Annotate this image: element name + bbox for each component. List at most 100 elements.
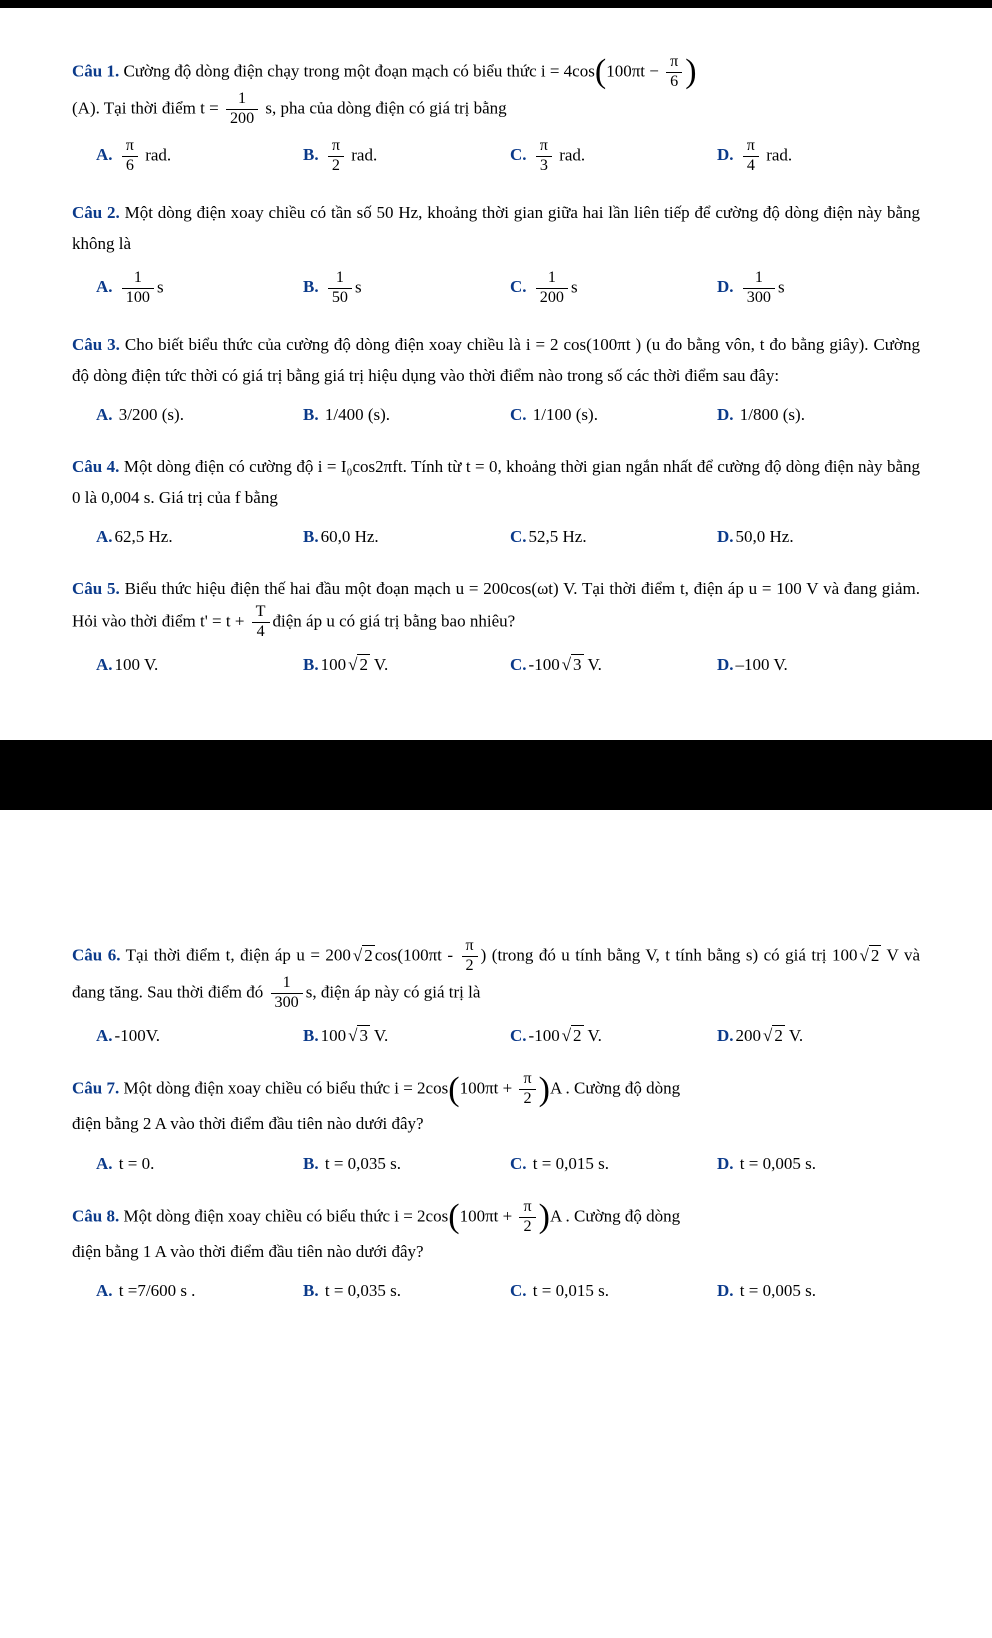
q5-opt-A: A.100 V.: [92, 647, 299, 682]
left-paren-icon: (: [595, 53, 606, 90]
q6-p1-mid: cos(100πt -: [375, 946, 459, 965]
sqrt-icon: 2: [351, 946, 375, 965]
sqrt-icon: 2: [346, 655, 370, 674]
q7-text-before: Một dòng điện xoay chiều có biểu thức i …: [119, 1079, 448, 1098]
q7-opt-B: B. t = 0,035 s.: [299, 1146, 506, 1181]
question-2: Câu 2. Một dòng điện xoay chiều có tần s…: [72, 197, 920, 260]
q7-opt-A: A. t = 0.: [92, 1146, 299, 1181]
q6-p1-after: ) (trong đó u tính bằng V, t tính bằng s…: [481, 946, 780, 965]
q2-text: Một dòng điện xoay chiều có tần số 50 Hz…: [72, 203, 920, 253]
q2-opt-D: D. 1300s: [713, 266, 920, 311]
q4-options: A.62,5 Hz. B.60,0 Hz. C.52,5 Hz. D.50,0 …: [92, 519, 920, 554]
q5-opt-B: B.1002 V.: [299, 647, 506, 682]
q3-options: A. 3/200 (s). B. 1/400 (s). C. 1/100 (s)…: [92, 397, 920, 432]
q5-text-after: điện áp u có giá trị bằng bao nhiêu?: [273, 611, 516, 630]
q1-opt-A: A. π6 rad.: [92, 134, 299, 179]
question-4: Câu 4. Một dòng điện có cường độ i = I₀c…: [72, 451, 920, 514]
q8-text-after: A . Cường độ dòng: [550, 1206, 680, 1225]
q3-opt-C: C. 1/100 (s).: [506, 397, 713, 432]
q7-opt-C: C. t = 0,015 s.: [506, 1146, 713, 1181]
q6-p2-before: giá trị 100: [785, 946, 857, 965]
left-paren-icon: (: [448, 1198, 459, 1235]
q7-label: Câu 7.: [72, 1079, 119, 1098]
right-paren-icon: ): [539, 1198, 550, 1235]
sqrt-icon: 2: [560, 1026, 584, 1045]
q6-options: A.-100V. B.1003 V. C.-1002 V. D.2002 V.: [92, 1018, 920, 1053]
q1-opt-B: B. π2 rad.: [299, 134, 506, 179]
q1-arg-left: 100πt −: [606, 61, 663, 80]
q7-arg-frac: π2: [519, 1071, 535, 1108]
left-paren-icon: (: [448, 1071, 459, 1108]
page-gap-black-bar: [0, 740, 992, 810]
q1-line2-before: (A). Tại thời điểm t =: [72, 98, 223, 117]
q1-text-before: Cường độ dòng điện chạy trong một đoạn m…: [119, 61, 595, 80]
q6-label: Câu 6.: [72, 946, 120, 965]
sqrt-icon: 2: [858, 946, 882, 965]
q7-arg-left: 100πt +: [460, 1079, 517, 1098]
q7-options: A. t = 0. B. t = 0,035 s. C. t = 0,015 s…: [92, 1146, 920, 1181]
q6-p2-frac: 1300: [271, 975, 303, 1012]
q2-opt-C: C. 1200s: [506, 266, 713, 311]
right-paren-icon: ): [685, 53, 696, 90]
q6-opt-C: C.-1002 V.: [506, 1018, 713, 1053]
q7-opt-D: D. t = 0,005 s.: [713, 1146, 920, 1181]
q5-opt-C: C.-1003 V.: [506, 647, 713, 682]
q8-line2: điện bằng 1 A vào thời điểm đầu tiên nào…: [72, 1242, 424, 1261]
sqrt-icon: 2: [761, 1026, 785, 1045]
q7-text-after: A . Cường độ dòng: [550, 1079, 680, 1098]
q5-label: Câu 5.: [72, 579, 120, 598]
q2-label: Câu 2.: [72, 203, 120, 222]
q6-opt-D: D.2002 V.: [713, 1018, 920, 1053]
q5-mid-frac: T4: [252, 604, 270, 641]
q8-opt-C: C. t = 0,015 s.: [506, 1273, 713, 1308]
q2-opt-B: B. 150s: [299, 266, 506, 311]
q5-options: A.100 V. B.1002 V. C.-1003 V. D.–100 V.: [92, 647, 920, 682]
q6-opt-A: A.-100V.: [92, 1018, 299, 1053]
question-1: Câu 1. Cường độ dòng điện chạy trong một…: [72, 54, 920, 128]
question-7: Câu 7. Một dòng điện xoay chiều có biểu …: [72, 1071, 920, 1139]
q6-p2-after: s, điện áp này có giá trị là: [306, 982, 481, 1001]
q1-opt-C: C. π3 rad.: [506, 134, 713, 179]
q8-arg-frac: π2: [519, 1199, 535, 1236]
q2-opt-A: A. 1100s: [92, 266, 299, 311]
q1-label: Câu 1.: [72, 61, 119, 80]
q1-opt-D: D. π4 rad.: [713, 134, 920, 179]
q5-opt-D: D.–100 V.: [713, 647, 920, 682]
q1-line2-frac: 1200: [226, 91, 258, 128]
question-8: Câu 8. Một dòng điện xoay chiều có biểu …: [72, 1199, 920, 1267]
q4-label: Câu 4.: [72, 457, 119, 476]
q8-options: A. t =7/600 s . B. t = 0,035 s. C. t = 0…: [92, 1273, 920, 1308]
question-6: Câu 6. Tại thời điểm t, điện áp u = 2002…: [72, 938, 920, 1012]
q8-opt-A: A. t =7/600 s .: [92, 1273, 299, 1308]
q3-opt-D: D. 1/800 (s).: [713, 397, 920, 432]
q1-arg-frac: π6: [666, 54, 682, 91]
question-3: Câu 3. Cho biết biểu thức của cường độ d…: [72, 329, 920, 392]
q1-options: A. π6 rad. B. π2 rad. C. π3 rad. D. π4 r…: [92, 134, 920, 179]
top-black-bar: [0, 0, 992, 8]
q4-text: Một dòng điện có cường độ i = I₀cos2πft.…: [72, 457, 920, 507]
q8-opt-D: D. t = 0,005 s.: [713, 1273, 920, 1308]
q4-opt-C: C.52,5 Hz.: [506, 519, 713, 554]
right-paren-icon: ): [539, 1071, 550, 1108]
page-2: Câu 6. Tại thời điểm t, điện áp u = 2002…: [0, 810, 992, 1366]
q8-opt-B: B. t = 0,035 s.: [299, 1273, 506, 1308]
q3-opt-B: B. 1/400 (s).: [299, 397, 506, 432]
q7-line2: điện bằng 2 A vào thời điểm đầu tiên nào…: [72, 1114, 424, 1133]
q3-opt-A: A. 3/200 (s).: [92, 397, 299, 432]
q6-p1-before: Tại thời điểm t, điện áp u = 200: [120, 946, 350, 965]
sqrt-icon: 3: [560, 655, 584, 674]
q2-options: A. 1100s B. 150s C. 1200s D. 1300s: [92, 266, 920, 311]
q4-opt-B: B.60,0 Hz.: [299, 519, 506, 554]
question-5: Câu 5. Biểu thức hiệu điện thế hai đầu m…: [72, 573, 920, 641]
q8-label: Câu 8.: [72, 1206, 119, 1225]
q4-opt-D: D.50,0 Hz.: [713, 519, 920, 554]
page-1: Câu 1. Cường độ dòng điện chạy trong một…: [0, 8, 992, 740]
q8-arg-left: 100πt +: [460, 1206, 517, 1225]
q6-p1-frac: π2: [462, 938, 478, 975]
sqrt-icon: 3: [346, 1026, 370, 1045]
q1-line2-after: s, pha của dòng điện có giá trị bằng: [261, 98, 507, 117]
q3-text: Cho biết biểu thức của cường độ dòng điệ…: [72, 335, 920, 385]
q6-opt-B: B.1003 V.: [299, 1018, 506, 1053]
q3-label: Câu 3.: [72, 335, 120, 354]
q8-text-before: Một dòng điện xoay chiều có biểu thức i …: [119, 1206, 448, 1225]
